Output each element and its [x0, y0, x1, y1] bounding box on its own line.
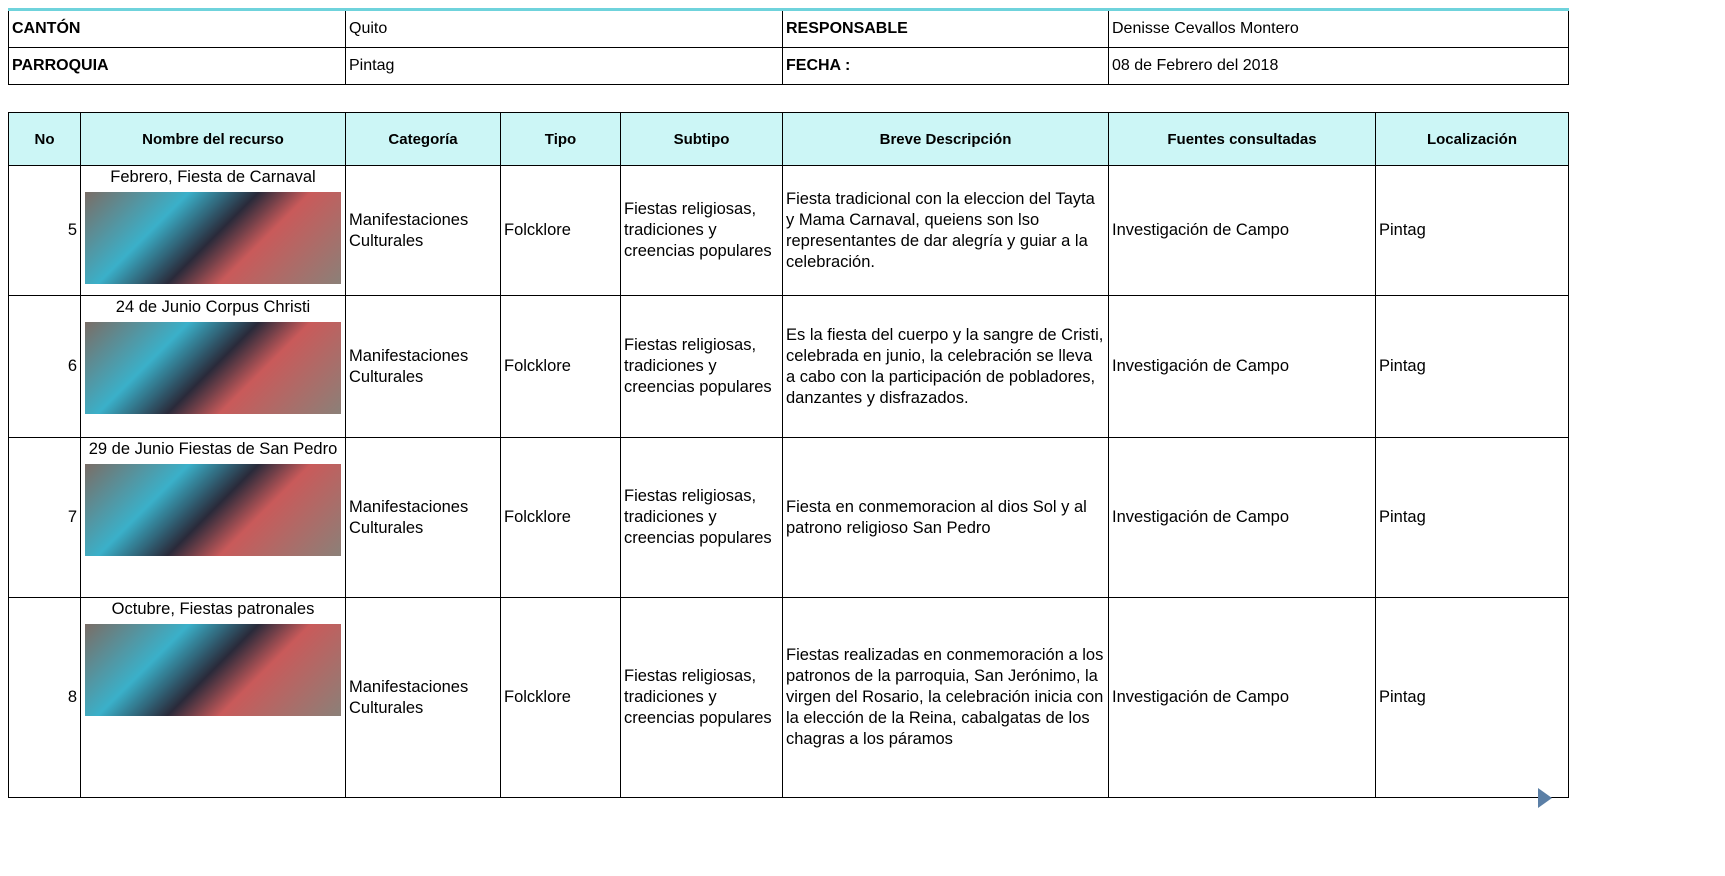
header-label: PARROQUIA — [8, 47, 346, 85]
table-cell: Fiestas religiosas, tradiciones y creenc… — [620, 437, 783, 598]
resource-name: 29 de Junio Fiestas de San Pedro — [88, 440, 338, 458]
table-cell: Manifestaciones Culturales — [345, 295, 501, 438]
resource-name: Octubre, Fiestas patronales — [111, 600, 315, 618]
header-value: Quito — [345, 9, 783, 48]
table-cell: Es la fiesta del cuerpo y la sangre de C… — [782, 295, 1109, 438]
table-cell: Folcklore — [500, 165, 621, 296]
table-cell: Investigación de Campo — [1108, 165, 1376, 296]
scroll-arrow[interactable] — [1538, 788, 1552, 808]
resource-table: No Nombre del recurso Categoría Tipo Subtipo… — [8, 112, 1569, 798]
resource-name: Febrero, Fiesta de Carnaval — [110, 168, 316, 186]
table-cell: Pintag — [1375, 165, 1569, 296]
table-cell: Manifestaciones Culturales — [345, 437, 501, 598]
row-number: 6 — [8, 295, 81, 438]
table-cell: Folcklore — [500, 597, 621, 798]
header-table: CANTÓN Quito RESPONSABLE Denisse Cevallos M… — [8, 8, 1569, 85]
column-header: Fuentes consultadas — [1108, 112, 1376, 166]
resource-cell: Febrero, Fiesta de Carnaval — [80, 165, 346, 296]
header-value: Pintag — [345, 47, 783, 85]
header-row: CANTÓN Quito RESPONSABLE Denisse Cevallos M… — [8, 9, 1569, 48]
table-cell: Folcklore — [500, 437, 621, 598]
resource-cell: Octubre, Fiestas patronales — [80, 597, 346, 798]
resource-name: 24 de Junio Corpus Christi — [115, 298, 311, 316]
column-header: Tipo — [500, 112, 621, 166]
table-cell: Fiestas realizadas en conmemoración a lo… — [782, 597, 1109, 798]
table-cell: Pintag — [1375, 437, 1569, 598]
photo — [85, 624, 341, 716]
table-cell: Investigación de Campo — [1108, 597, 1376, 798]
row-number: 5 — [8, 165, 81, 296]
table-row: 8 Octubre, Fiestas patronales Manifestacio… — [8, 597, 1569, 798]
table-cell: Fiesta tradicional con la eleccion del T… — [782, 165, 1109, 296]
table-cell: Manifestaciones Culturales — [345, 597, 501, 798]
table-cell: Fiesta en conmemoracion al dios Sol y al… — [782, 437, 1109, 598]
table-cell: Folcklore — [500, 295, 621, 438]
row-number: 7 — [8, 437, 81, 598]
column-header: Subtipo — [620, 112, 783, 166]
table-cell: Manifestaciones Culturales — [345, 165, 501, 296]
table-cell: Pintag — [1375, 295, 1569, 438]
resource-cell: 29 de Junio Fiestas de San Pedro — [80, 437, 346, 598]
table-cell: Fiestas religiosas, tradiciones y creenc… — [620, 597, 783, 798]
row-number: 8 — [8, 597, 81, 798]
table-row: 6 24 de Junio Corpus Christi Manifestacion… — [8, 295, 1569, 438]
column-header: Nombre del recurso — [80, 112, 346, 166]
photo — [85, 322, 341, 414]
column-header: No — [8, 112, 81, 166]
column-header: Breve Descripción — [782, 112, 1109, 166]
table-cell: Fiestas religiosas, tradiciones y creenc… — [620, 165, 783, 296]
resource-cell: 24 de Junio Corpus Christi — [80, 295, 346, 438]
photo — [85, 192, 341, 284]
table-row: 5 Febrero, Fiesta de Carnaval Manifestacio… — [8, 165, 1569, 296]
table-row: 7 29 de Junio Fiestas de San Pedro Manifes… — [8, 437, 1569, 598]
table-cell: Fiestas religiosas, tradiciones y creenc… — [620, 295, 783, 438]
column-header: Localización — [1375, 112, 1569, 166]
header-value: 08 de Febrero del 2018 — [1108, 47, 1569, 85]
table-cell: Investigación de Campo — [1108, 295, 1376, 438]
header-value: Denisse Cevallos Montero — [1108, 9, 1569, 48]
header-label: FECHA : — [782, 47, 1109, 85]
header-label: RESPONSABLE — [782, 9, 1109, 48]
header-row: PARROQUIA Pintag FECHA :08 de Febrero del … — [8, 47, 1569, 85]
table-cell: Pintag — [1375, 597, 1569, 798]
header-label: CANTÓN — [8, 9, 346, 48]
column-header: Categoría — [345, 112, 501, 166]
table-cell: Investigación de Campo — [1108, 437, 1376, 598]
photo — [85, 464, 341, 556]
